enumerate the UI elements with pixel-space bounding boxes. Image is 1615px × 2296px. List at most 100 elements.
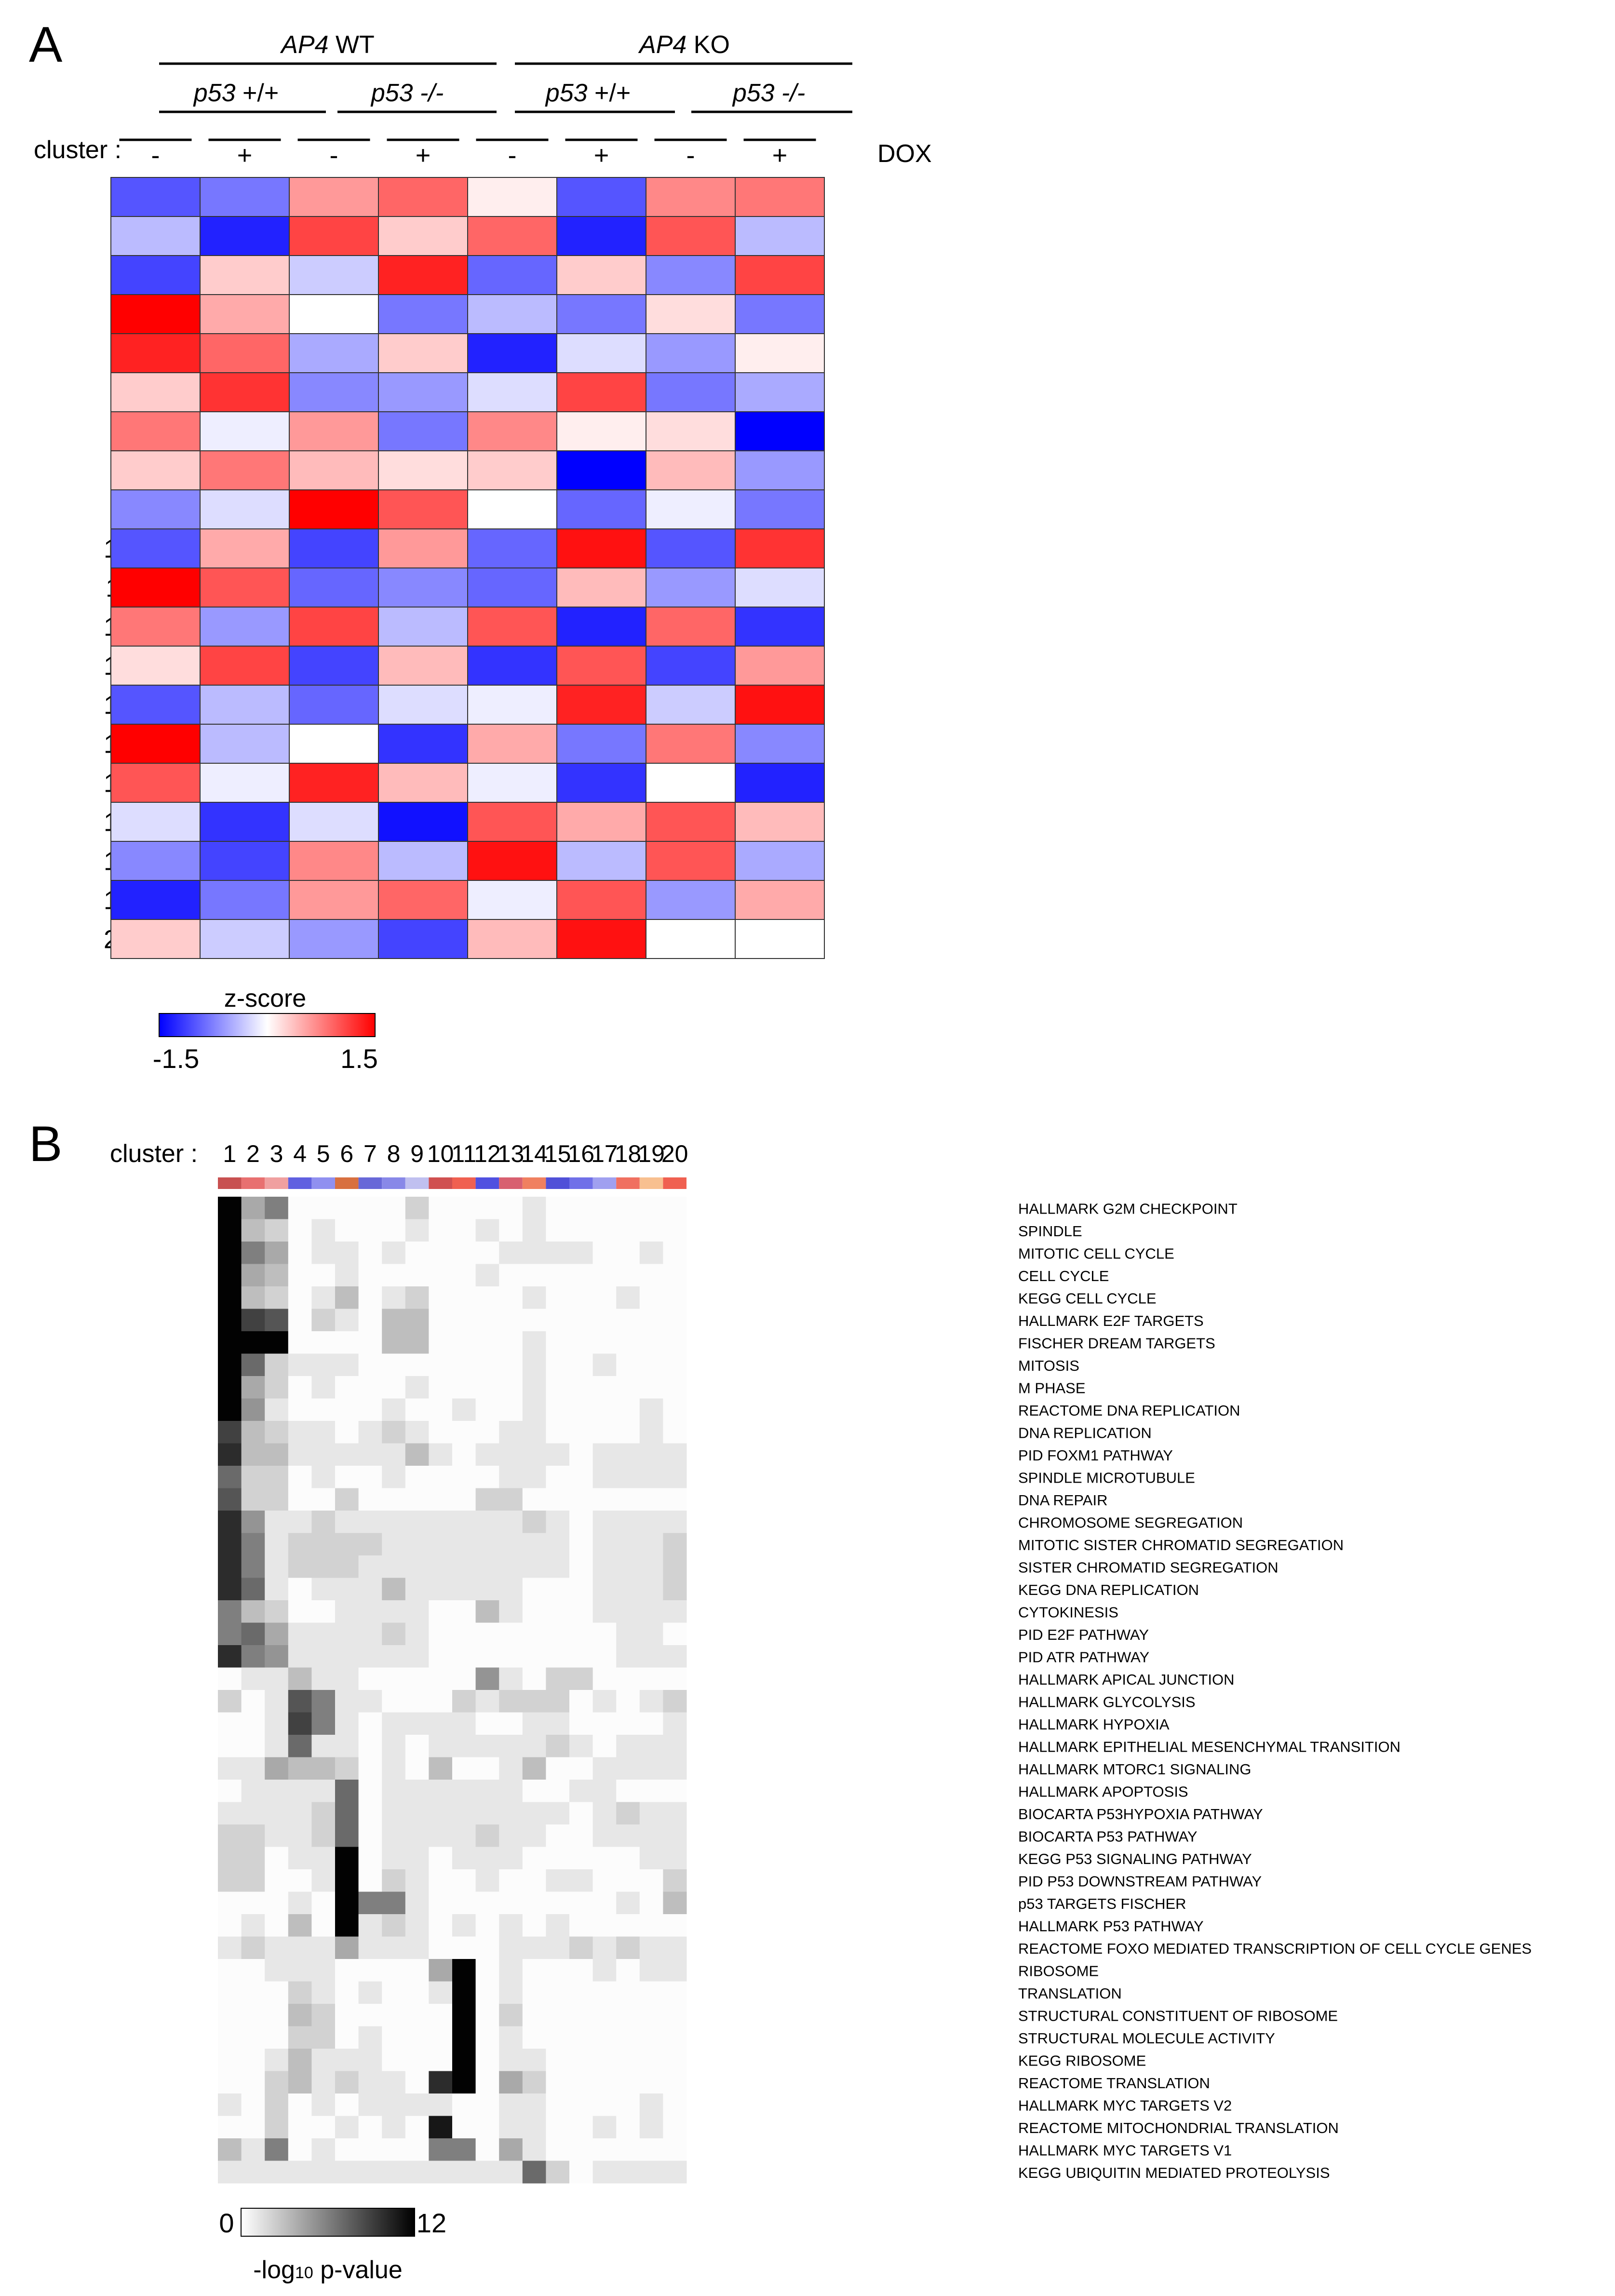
heatmap-b-cell bbox=[592, 2004, 617, 2026]
heatmap-b-cell bbox=[311, 1667, 336, 1690]
heatmap-b-cell bbox=[382, 1219, 406, 1242]
heatmap-b-cell bbox=[288, 1891, 312, 1915]
heatmap-b-cell bbox=[639, 1533, 663, 1556]
heatmap-a-cell bbox=[556, 177, 646, 217]
heatmap-a-cell bbox=[110, 685, 201, 725]
heatmap-b-cell bbox=[241, 1578, 265, 1601]
heatmap-b-cell bbox=[639, 1847, 663, 1870]
heatmap-b-cell bbox=[382, 1757, 406, 1780]
heatmap-b-cell bbox=[546, 2071, 570, 2094]
heatmap-b-cell bbox=[358, 1914, 382, 1937]
heatmap-b-cell bbox=[311, 1578, 336, 1601]
heatmap-b-cell bbox=[429, 2071, 453, 2094]
heatmap-b-cell bbox=[335, 1622, 359, 1646]
heatmap-b-cell bbox=[429, 1735, 453, 1757]
heatmap-b-cell bbox=[241, 1488, 265, 1511]
heatmap-b-cell bbox=[475, 1242, 499, 1264]
heatmap-b-cell bbox=[265, 1780, 289, 1802]
heatmap-a-cell bbox=[556, 255, 646, 295]
heatmap-b-cell bbox=[616, 2138, 640, 2161]
heatmap-b-cell bbox=[218, 1353, 242, 1377]
heatmap-b-cell bbox=[663, 1398, 687, 1421]
heatmap-b-cell bbox=[522, 1309, 546, 1332]
heatmap-b-cell bbox=[265, 1981, 289, 2004]
heatmap-b-cell bbox=[241, 2116, 265, 2139]
heatmap-b-cell bbox=[452, 1936, 476, 1959]
heatmap-b-cell bbox=[569, 1667, 593, 1690]
heatmap-b-cell bbox=[639, 1600, 663, 1623]
heatmap-b-cell bbox=[546, 1936, 570, 1959]
heatmap-b-cell bbox=[405, 1645, 429, 1668]
heatmap-a-cell bbox=[646, 528, 736, 568]
heatmap-b-cell bbox=[218, 1645, 242, 1668]
heatmap-b-cell bbox=[241, 1511, 265, 1533]
heatmap-b-cell bbox=[639, 1622, 663, 1646]
heatmap-b-cell bbox=[288, 1780, 312, 1802]
heatmap-b-cell bbox=[592, 1622, 617, 1646]
heatmap-a-cell bbox=[556, 880, 646, 920]
heatmap-b-cell bbox=[592, 1398, 617, 1421]
heatmap-b-cell bbox=[405, 1264, 429, 1287]
heatmap-b-cell bbox=[452, 1824, 476, 1847]
heatmap-b-cell bbox=[639, 2161, 663, 2184]
heatmap-b-cell bbox=[616, 1959, 640, 1982]
gene-set-label: PID P53 DOWNSTREAM PATHWAY bbox=[1018, 1873, 1262, 1890]
heatmap-b-cell bbox=[241, 1533, 265, 1556]
heatmap-b-cell bbox=[288, 1443, 312, 1466]
heatmap-b-cell bbox=[499, 1914, 523, 1937]
heatmap-b-cell bbox=[382, 1421, 406, 1444]
heatmap-b-cell bbox=[616, 2004, 640, 2026]
heatmap-b-cell bbox=[569, 1466, 593, 1488]
heatmap-a-cell bbox=[289, 177, 379, 217]
heatmap-b-cell bbox=[358, 1398, 382, 1421]
column-label: 14 bbox=[521, 1140, 548, 1167]
heatmap-b-cell bbox=[358, 1286, 382, 1309]
heatmap-b-cell bbox=[592, 2049, 617, 2071]
heatmap-b-cell bbox=[335, 2138, 359, 2161]
heatmap-b-cell bbox=[218, 1331, 242, 1354]
heatmap-a-cell bbox=[646, 489, 736, 529]
heatmap-b-cell bbox=[452, 1757, 476, 1780]
heatmap-b-cell bbox=[475, 1376, 499, 1399]
heatmap-b-cell bbox=[405, 1511, 429, 1533]
heatmap-b-cell bbox=[265, 1533, 289, 1556]
heatmap-b-cell bbox=[663, 1578, 687, 1601]
cluster-color-bar bbox=[499, 1177, 523, 1189]
heatmap-b-cell bbox=[639, 2026, 663, 2049]
heatmap-b-cell bbox=[616, 1891, 640, 1915]
heatmap-b-cell bbox=[405, 2026, 429, 2049]
cluster-color-bar bbox=[311, 1177, 335, 1189]
heatmap-b-cell bbox=[265, 1555, 289, 1578]
heatmap-b-cell bbox=[265, 1645, 289, 1668]
heatmap-b-cell bbox=[569, 1242, 593, 1264]
heatmap-b-cell bbox=[288, 1533, 312, 1556]
heatmap-b-cell bbox=[265, 1309, 289, 1332]
heatmap-b-cell bbox=[265, 1242, 289, 1264]
heatmap-b-cell bbox=[452, 1511, 476, 1533]
heatmap-b-cell bbox=[358, 2116, 382, 2139]
cluster-color-bar bbox=[569, 1177, 593, 1189]
heatmap-b-cell bbox=[475, 1757, 499, 1780]
heatmap-b-cell bbox=[522, 1488, 546, 1511]
heatmap-a-cell bbox=[110, 294, 201, 334]
heatmap-a-cell bbox=[467, 489, 557, 529]
heatmap-b-cell bbox=[639, 1578, 663, 1601]
heatmap-b-cell bbox=[358, 1622, 382, 1646]
heatmap-b-cell bbox=[265, 2093, 289, 2116]
heatmap-a-cell bbox=[110, 372, 201, 412]
heatmap-b-cell bbox=[241, 1309, 265, 1332]
heatmap-a-cell bbox=[110, 919, 201, 959]
heatmap-b-cell bbox=[546, 1891, 570, 1915]
heatmap-a-cell bbox=[556, 489, 646, 529]
heatmap-a-cell bbox=[556, 528, 646, 568]
heatmap-b-cell bbox=[429, 1578, 453, 1601]
heatmap-b-cell bbox=[499, 2049, 523, 2071]
heatmap-b-cell bbox=[265, 1869, 289, 1892]
heatmap-b-cell bbox=[241, 2071, 265, 2094]
heatmap-b-cell bbox=[382, 1466, 406, 1488]
heatmap-b-cell bbox=[546, 1847, 570, 1870]
heatmap-b-cell bbox=[265, 1690, 289, 1713]
heatmap-b-cell bbox=[218, 2161, 242, 2184]
heatmap-a-cell bbox=[646, 724, 736, 764]
heatmap-b-cell bbox=[569, 1264, 593, 1287]
